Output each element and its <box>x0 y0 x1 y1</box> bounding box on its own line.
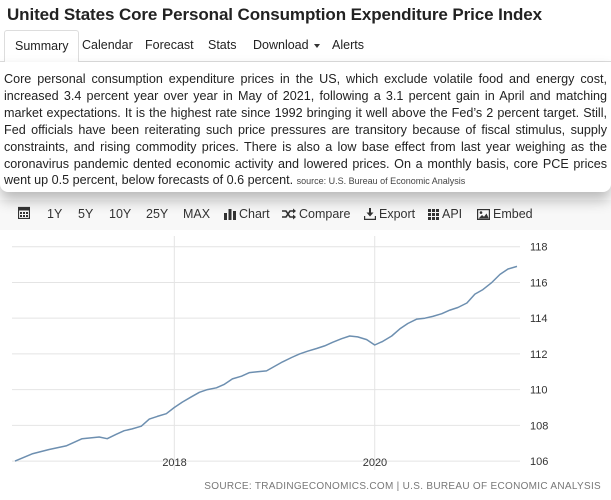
summary-card: Core personal consumption expenditure pr… <box>0 62 611 192</box>
title-bar: United States Core Personal Consumption … <box>0 0 611 30</box>
tab-label: Stats <box>208 38 237 52</box>
chevron-down-icon <box>313 43 320 48</box>
tab-forecast[interactable]: Forecast <box>135 30 204 62</box>
y-tick-label: 114 <box>530 313 548 325</box>
tab-stats[interactable]: Stats <box>198 30 247 62</box>
tab-summary[interactable]: Summary <box>4 30 80 63</box>
y-tick-label: 106 <box>530 456 548 468</box>
series-line <box>14 265 518 462</box>
tab-label: Summary <box>15 39 69 53</box>
line-chart: 106 108 110 112 114 116 118 2018 2020 <box>12 236 548 470</box>
y-tick-label: 112 <box>530 349 548 361</box>
chart-source: SOURCE: TRADINGECONOMICS.COM | U.S. BURE… <box>204 481 601 492</box>
source-note: source: U.S. Bureau of Economic Analysis <box>296 176 466 187</box>
tab-label: Download <box>253 38 309 52</box>
tab-bar: Summary Calendar Forecast Stats Download… <box>0 30 611 63</box>
tab-download[interactable]: Download <box>243 30 330 62</box>
embed-label: Embed <box>493 207 533 221</box>
tab-alerts[interactable]: Alerts <box>322 30 374 62</box>
bar-chart-icon <box>224 209 236 220</box>
embed-button[interactable]: Embed <box>477 207 533 221</box>
export-label: Export <box>379 207 416 221</box>
compare-button[interactable]: Compare <box>282 207 350 221</box>
range-1y-button[interactable]: 1Y <box>47 207 63 221</box>
x-tick-label: 2018 <box>162 457 186 469</box>
shuffle-icon <box>282 208 296 220</box>
chart-toolbar: 1Y 5Y 10Y 25Y MAX Chart Compare Export A… <box>0 200 611 230</box>
tab-calendar[interactable]: Calendar <box>72 30 143 62</box>
api-label: API <box>442 207 463 221</box>
compare-label: Compare <box>299 207 351 221</box>
range-5y-button[interactable]: 5Y <box>78 207 94 221</box>
chart-area: 106 108 110 112 114 116 118 2018 2020 SOURCE: TR… <box>0 232 611 500</box>
chart-label: Chart <box>239 207 270 221</box>
y-tick-label: 118 <box>530 242 548 254</box>
calendar-icon[interactable] <box>17 206 31 222</box>
y-tick-label: 108 <box>530 420 548 432</box>
page-title: United States Core Personal Consumption … <box>7 5 542 24</box>
tab-label: Forecast <box>145 38 194 52</box>
api-button[interactable]: API <box>428 207 462 221</box>
image-icon <box>477 209 490 220</box>
range-10y-button[interactable]: 10Y <box>109 207 132 221</box>
chart-type-button[interactable]: Chart <box>224 207 270 221</box>
summary-text: Core personal consumption expenditure pr… <box>4 72 607 188</box>
download-icon <box>364 208 376 220</box>
tab-label: Alerts <box>332 38 364 52</box>
range-25y-button[interactable]: 25Y <box>146 207 169 221</box>
y-tick-label: 116 <box>530 277 548 289</box>
grid-icon <box>428 209 439 220</box>
export-button[interactable]: Export <box>364 207 415 221</box>
range-max-button[interactable]: MAX <box>183 207 211 221</box>
y-tick-label: 110 <box>530 385 548 397</box>
tab-label: Calendar <box>82 38 133 52</box>
summary-paragraph: Core personal consumption expenditure pr… <box>4 71 607 190</box>
x-tick-label: 2020 <box>363 457 387 469</box>
